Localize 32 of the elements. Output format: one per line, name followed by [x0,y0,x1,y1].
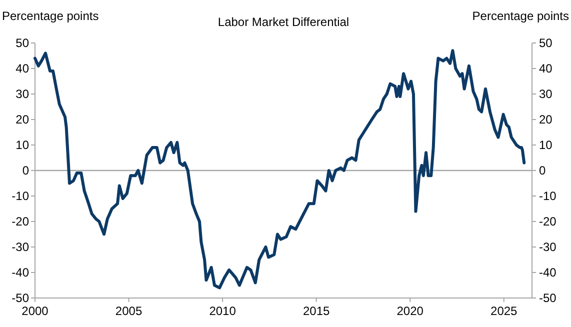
y2-axis-title: Percentage points [472,9,569,23]
y2-tick-label: -30 [539,240,557,254]
y2-tick-label: -40 [539,266,557,280]
x-tick-label: 2015 [302,304,330,318]
y-tick-label: 20 [16,112,30,127]
y2-tick-label: 40 [539,62,553,76]
x-tick-label: 2025 [490,304,518,318]
chart-title: Labor Market Differential [218,15,350,29]
y-tick-label: -20 [12,214,30,229]
y2-tick-label: 10 [539,138,553,152]
line-series [34,49,526,290]
x-tick-label: 2000 [22,304,49,318]
y-axis-title: Percentage points [2,9,99,23]
y2-tick-label: 20 [539,112,553,127]
y-tick-label: -30 [12,240,30,254]
y2-tick-label: 0 [539,164,546,178]
y-tick-label: 50 [16,36,30,50]
y2-tick-label: 30 [539,87,553,102]
y2-tick-label: -10 [539,189,557,204]
y-tick-label: 10 [16,138,30,152]
y-tick-label: 40 [16,62,30,76]
y-tick-label: 30 [16,87,30,102]
x-tick-label: 2010 [209,304,236,318]
y2-tick-label: 50 [539,36,553,50]
y-tick-label: 0 [22,164,30,178]
x-tick-label: 2020 [396,304,424,318]
y-tick-label: -10 [12,189,30,204]
y2-tick-label: -50 [539,291,557,306]
y2-tick-label: -20 [539,214,557,229]
y-tick-label: -40 [12,266,30,280]
x-tick-label: 2005 [115,304,142,318]
y-tick-label: -50 [12,291,30,306]
